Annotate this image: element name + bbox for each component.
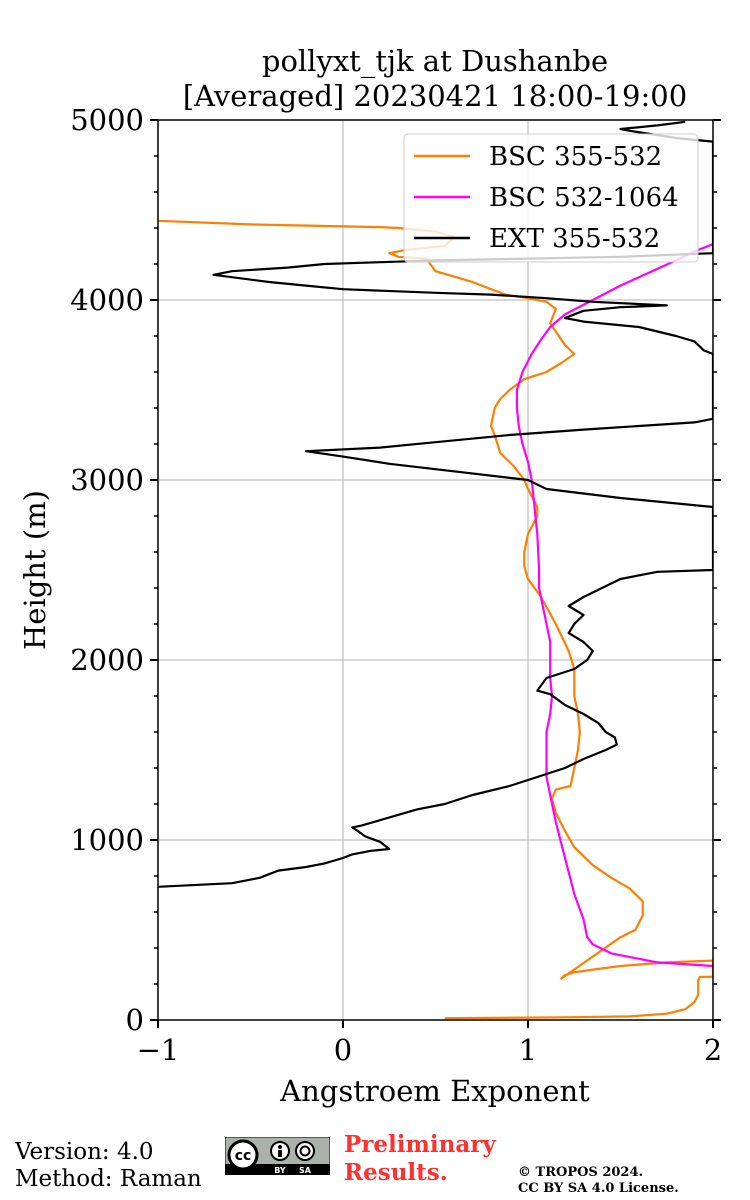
legend-label-2: BSC 532-1064: [489, 183, 679, 213]
sa-share-alike-icon: [295, 1141, 315, 1161]
y-tick-label: 3000: [70, 463, 144, 497]
copyright-line1: © TROPOS 2024.: [518, 1165, 644, 1180]
y-tick-label: 4000: [70, 283, 144, 317]
legend: BSC 355-532 BSC 532-1064 EXT 355-532: [403, 133, 699, 263]
chart-title-line1: pollyxt_tjk at Dushanbe: [262, 44, 608, 79]
legend-box: [403, 133, 699, 263]
sa-label: SA: [299, 1166, 312, 1175]
preliminary-line1: Preliminary: [344, 1131, 496, 1158]
preliminary-results-notice: Preliminary Results.: [344, 1131, 496, 1187]
x-tick-label: −1: [137, 1033, 180, 1067]
copyright-notice: © TROPOS 2024. CC BY SA 4.0 License.: [518, 1165, 679, 1197]
series-line-2: [515, 243, 713, 968]
method-text: Method: Raman: [15, 1166, 202, 1192]
x-tick-label: 2: [704, 1033, 722, 1067]
chart-title-line2: [Averaged] 20230421 18:00-19:00: [183, 79, 687, 113]
copyright-line2: CC BY SA 4.0 License.: [518, 1181, 679, 1196]
x-tick-label: 1: [519, 1033, 537, 1067]
x-tick-label: 0: [334, 1033, 352, 1067]
legend-label-3: EXT 355-532: [489, 224, 660, 254]
cc-logo-text: cc: [235, 1148, 252, 1164]
legend-label-1: BSC 355-532: [489, 142, 662, 172]
cc-by-sa-license-badge: cc BY SA: [225, 1137, 330, 1175]
y-tick-label: 0: [126, 1003, 144, 1037]
y-tick-label: 5000: [70, 103, 144, 137]
cc-logo-icon: [227, 1139, 259, 1171]
version-text: Version: 4.0: [15, 1139, 154, 1165]
x-axis-label: Angstroem Exponent: [279, 1074, 590, 1108]
series-lines: [158, 120, 713, 1020]
y-axis-label: Height (m): [18, 490, 52, 650]
angstroem-chart: pollyxt_tjk at Dushanbe [Averaged] 20230…: [18, 44, 722, 1108]
series-line-3: [158, 120, 713, 888]
y-tick-label: 2000: [70, 643, 144, 677]
plot-frame: [157, 119, 714, 1021]
series-line-1: [158, 219, 713, 1020]
y-tick-label: 1000: [70, 823, 144, 857]
preliminary-line2: Results.: [344, 1159, 448, 1186]
by-label: BY: [274, 1166, 286, 1175]
